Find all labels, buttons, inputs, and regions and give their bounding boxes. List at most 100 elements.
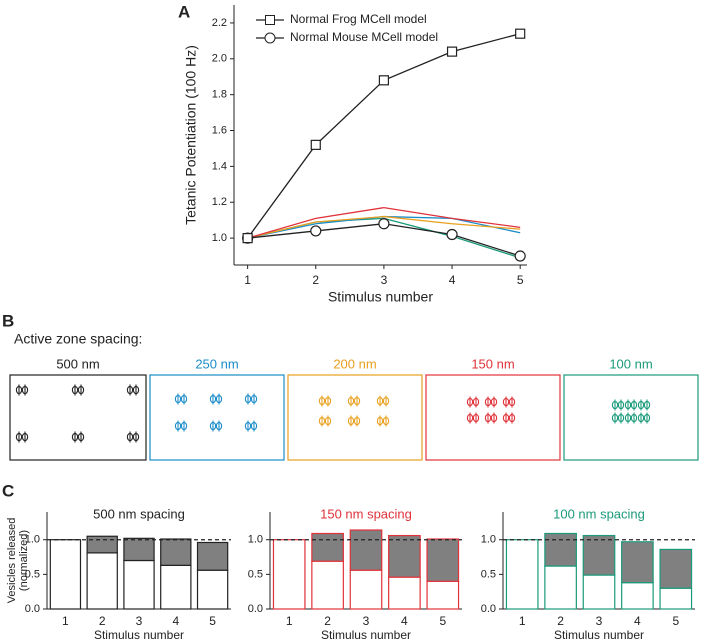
bar-segment: [388, 534, 421, 578]
x-tick-label: 1: [62, 614, 69, 628]
bar-segment: [311, 560, 344, 610]
marker: [310, 139, 321, 150]
series-line: [247, 206, 521, 239]
y-tick-label: 1.8: [212, 89, 227, 101]
box-label: 250 nm: [195, 356, 238, 371]
y-tick-label: 1.4: [212, 160, 227, 172]
y-tick-label: 2.0: [212, 53, 227, 65]
x-tick-label: 5: [209, 614, 216, 628]
x-axis-label: Stimulus number: [554, 628, 644, 642]
bar-segment: [86, 552, 118, 610]
x-axis-label: Stimulus number: [321, 628, 411, 642]
marker: [514, 250, 526, 262]
legend-marker: [265, 15, 275, 25]
box-label: 100 nm: [609, 356, 652, 371]
box-label: 200 nm: [333, 356, 376, 371]
box-label: 150 nm: [471, 356, 514, 371]
bar-segment: [349, 529, 383, 571]
x-tick-label: 2: [324, 614, 331, 628]
x-tick-label: 3: [381, 273, 388, 287]
bar-segment: [426, 580, 460, 610]
x-tick-label: 2: [312, 273, 319, 287]
marker: [515, 28, 526, 39]
marker: [378, 75, 390, 86]
y-tick-label: 0.5: [25, 568, 40, 580]
panel-label: C: [2, 481, 14, 500]
y-axis-label: Vesicles released: [6, 518, 18, 604]
y-tick-label: 0.0: [25, 603, 40, 615]
legend-label: Normal Frog MCell model: [290, 12, 427, 26]
bar-segment: [311, 532, 344, 562]
bar-segment: [388, 576, 421, 610]
bar-segment: [426, 538, 460, 582]
x-tick-label: 3: [136, 614, 143, 628]
chart-title: 100 nm spacing: [553, 506, 645, 521]
x-tick-label: 4: [634, 614, 641, 628]
bar-segment: [160, 564, 192, 610]
bar-segment: [49, 539, 82, 610]
spacing-box: [563, 374, 699, 461]
panel-label: B: [2, 311, 14, 330]
y-tick-label: 0.0: [481, 603, 496, 615]
bar-segment: [544, 565, 577, 610]
y-tick-label: 1.2: [212, 196, 227, 208]
y-tick-label: 0.5: [481, 568, 496, 580]
bar-segment: [659, 548, 693, 589]
x-tick-label: 1: [519, 614, 526, 628]
spacing-box: [425, 374, 561, 461]
y-tick-label: 1.6: [212, 124, 227, 136]
y-tick-label: 1.0: [212, 232, 227, 244]
x-tick-label: 2: [557, 614, 564, 628]
panel-label: A: [178, 2, 190, 21]
chart-title: 500 nm spacing: [93, 506, 185, 521]
x-tick-label: 2: [99, 614, 106, 628]
bar-segment: [196, 541, 229, 571]
x-tick-label: 4: [401, 614, 408, 628]
bar-segment: [582, 534, 616, 576]
bar-segment: [621, 541, 654, 584]
marker: [446, 228, 458, 241]
bar-segment: [272, 539, 306, 610]
x-tick-label: 3: [596, 614, 603, 628]
legend-label: Normal Mouse MCell model: [290, 30, 438, 44]
bar-segment: [86, 535, 118, 554]
series-line: [247, 215, 521, 239]
diagram-title: Active zone spacing:: [14, 331, 142, 347]
y-tick-label: 2.2: [212, 17, 227, 29]
x-tick-label: 1: [286, 614, 293, 628]
bar-segment: [160, 538, 192, 566]
bar-segment: [196, 569, 229, 610]
marker: [446, 46, 458, 57]
bar-segment: [582, 574, 616, 610]
y-tick-label: 1.0: [248, 534, 263, 546]
bar-segment: [544, 532, 577, 567]
x-axis-label: Stimulus number: [328, 289, 433, 305]
chart-title: 150 nm spacing: [320, 506, 412, 521]
marker: [310, 225, 322, 237]
y-tick-label: 1.0: [25, 534, 40, 546]
bar-segment: [349, 569, 383, 610]
x-tick-label: 4: [172, 614, 179, 628]
spacing-box: [287, 374, 423, 461]
marker: [378, 218, 390, 230]
y-tick-label: 1.0: [481, 534, 496, 546]
legend-marker: [264, 32, 276, 44]
bar-segment: [659, 587, 693, 610]
bar-segment: [123, 559, 155, 610]
marker: [242, 233, 253, 244]
bar-segment: [123, 537, 155, 562]
x-tick-label: 5: [439, 614, 446, 628]
y-axis-label: Tetanic Potentiation (100 Hz): [183, 45, 199, 225]
spacing-box: [149, 374, 285, 461]
x-tick-label: 4: [449, 273, 456, 287]
x-tick-label: 5: [672, 614, 679, 628]
y-tick-label: 0.0: [248, 603, 263, 615]
x-tick-label: 3: [363, 614, 370, 628]
spacing-box: [9, 374, 147, 461]
box-label: 500 nm: [56, 356, 99, 371]
x-tick-label: 5: [517, 273, 524, 287]
x-tick-label: 1: [244, 273, 251, 287]
bar-segment: [505, 539, 539, 610]
y-axis-label: (normalized): [18, 530, 30, 591]
